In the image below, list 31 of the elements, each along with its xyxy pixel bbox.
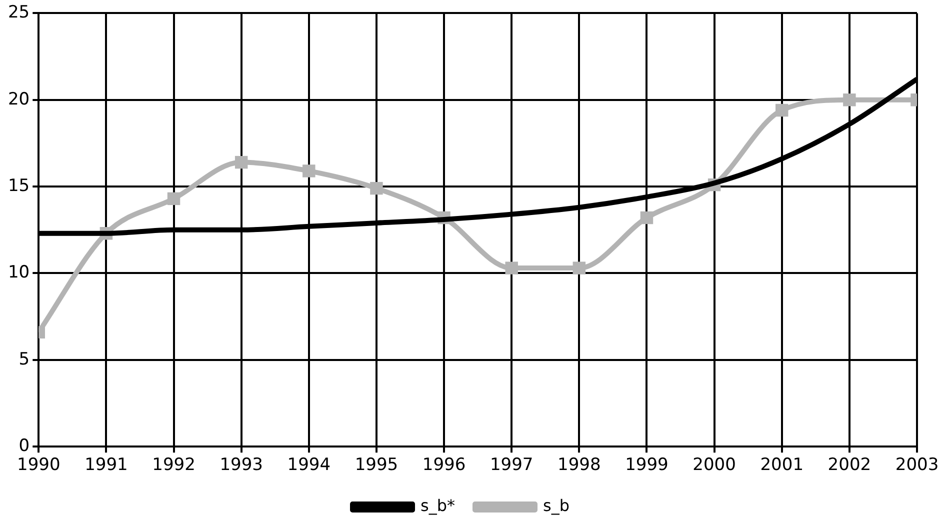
x-tick-label: 1994 (287, 455, 331, 476)
x-tick-label: 2001 (760, 455, 804, 476)
y-tick-label: 5 (18, 349, 30, 370)
y-tick-label: 10 (8, 262, 30, 283)
y-tick-label: 0 (18, 436, 30, 456)
x-tick-label: 1998 (558, 455, 601, 476)
x-tick-label: 1993 (220, 455, 263, 476)
x-tick-label: 1999 (625, 455, 668, 476)
legend-label: s_b (543, 496, 570, 516)
y-tick-label: 25 (8, 2, 30, 23)
point (302, 164, 316, 178)
y-tick-label: 15 (8, 176, 30, 196)
x-tick-label: 2003 (895, 455, 939, 476)
point (234, 156, 248, 169)
x-tick-label: 2000 (692, 455, 736, 476)
x-tick-label: 1992 (152, 455, 196, 476)
point (505, 262, 518, 274)
point (167, 192, 180, 206)
point (640, 211, 654, 224)
point (370, 182, 383, 195)
x-tick-label: 1990 (17, 455, 60, 476)
point (572, 262, 586, 274)
x-tick-label: 2002 (828, 455, 872, 476)
x-tick-label: 1996 (422, 455, 466, 476)
x-tick-label: 1991 (84, 455, 128, 476)
x-tick-label: 1995 (354, 455, 398, 476)
y-tick-label: 20 (8, 89, 30, 110)
point (776, 104, 788, 117)
x-tick-label: 1997 (490, 455, 534, 476)
legend-label: s_b* (420, 496, 456, 516)
point (843, 94, 856, 106)
